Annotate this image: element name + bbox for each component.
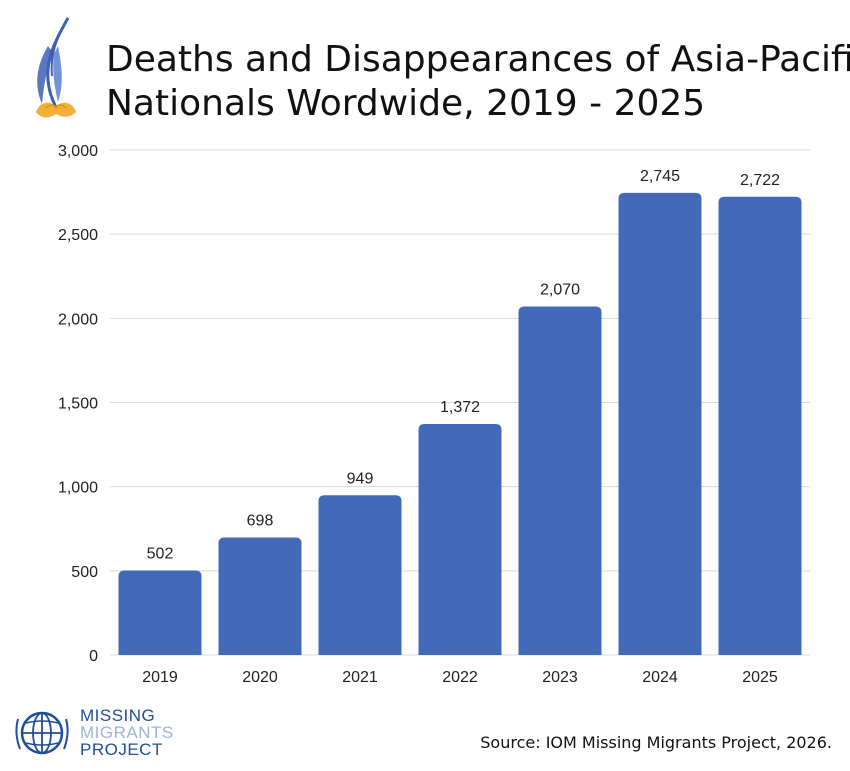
bar-2019 xyxy=(118,570,202,655)
logo-text-migrants: MIGRANTS xyxy=(80,723,174,742)
drooping-flower-icon xyxy=(36,17,76,118)
y-tick-label: 2,000 xyxy=(58,311,98,328)
data-labels: 502 698 949 1,372 2,070 2,745 2,722 xyxy=(147,168,780,563)
chart-title: Deaths and Disappearances of Asia-Pacifi… xyxy=(106,38,850,126)
bar-2023 xyxy=(518,306,602,655)
logo-text-project: PROJECT xyxy=(80,740,163,759)
data-label-2025: 2,722 xyxy=(740,172,780,189)
logo-text-missing: MISSING xyxy=(80,706,156,725)
data-label-2021: 949 xyxy=(347,470,374,487)
x-axis-ticks: 2019 2020 2021 2022 2023 2024 2025 xyxy=(142,669,778,686)
y-tick-label: 0 xyxy=(89,648,98,665)
y-tick-label: 1,000 xyxy=(58,480,98,497)
x-tick-label: 2021 xyxy=(342,669,378,686)
y-axis-ticks: 0 500 1,000 1,500 2,000 2,500 3,000 xyxy=(58,143,98,665)
iom-globe-logo-icon xyxy=(15,711,69,755)
data-label-2020: 698 xyxy=(247,513,274,530)
y-tick-label: 2,500 xyxy=(58,227,98,244)
y-tick-label: 1,500 xyxy=(58,396,98,413)
bar-2024 xyxy=(618,192,702,656)
y-tick-label: 3,000 xyxy=(58,143,98,160)
x-tick-label: 2025 xyxy=(742,669,778,686)
x-tick-label: 2023 xyxy=(542,669,578,686)
x-tick-label: 2020 xyxy=(242,669,278,686)
x-tick-label: 2024 xyxy=(642,669,678,686)
source-note: Source: IOM Missing Migrants Project, 20… xyxy=(480,733,832,752)
data-label-2022: 1,372 xyxy=(440,399,480,416)
y-tick-label: 500 xyxy=(71,564,98,581)
chart-title-line-2: Nationals Wordwide, 2019 - 2025 xyxy=(106,83,706,124)
bar-2021 xyxy=(318,495,402,655)
x-tick-label: 2022 xyxy=(442,669,478,686)
bar-2025 xyxy=(718,196,802,655)
data-label-2019: 502 xyxy=(147,545,174,562)
bar-2022 xyxy=(418,424,502,655)
x-tick-label: 2019 xyxy=(142,669,178,686)
missing-migrants-project-logo: MISSING MIGRANTS PROJECT xyxy=(14,705,214,765)
bars xyxy=(118,192,802,656)
chart-title-line-1: Deaths and Disappearances of Asia-Pacifi… xyxy=(106,39,850,80)
data-label-2023: 2,070 xyxy=(540,282,580,299)
data-label-2024: 2,745 xyxy=(640,168,680,185)
bar-2020 xyxy=(218,537,302,655)
